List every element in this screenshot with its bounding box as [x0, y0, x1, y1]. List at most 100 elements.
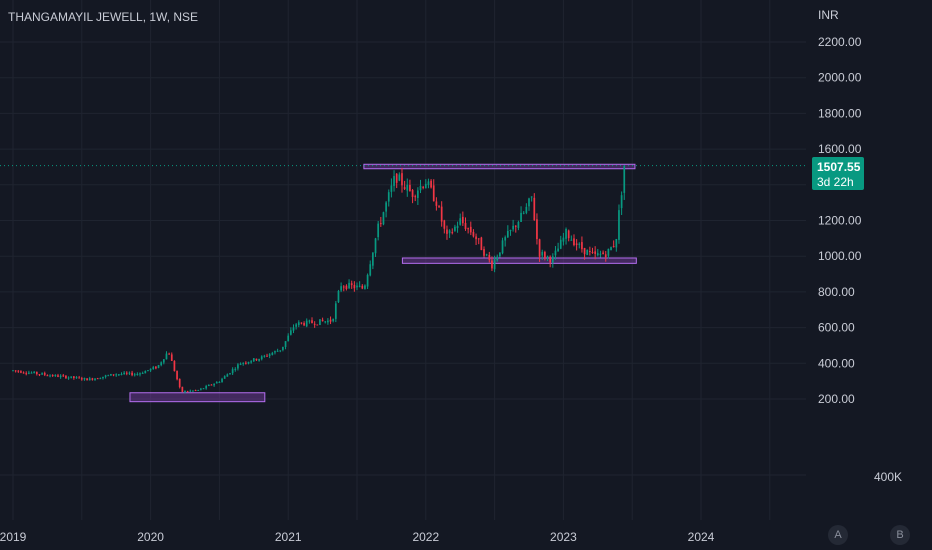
candle-body [252, 358, 255, 362]
candle-body [536, 219, 538, 240]
candle-body [578, 243, 581, 245]
log-scale-button[interactable]: B [890, 525, 910, 545]
auto-scale-button[interactable]: A [828, 525, 848, 545]
candle-body [493, 259, 496, 270]
candle-body [504, 237, 507, 241]
candle-body [168, 353, 170, 355]
candle-body [162, 359, 165, 363]
candle-body [305, 320, 308, 327]
candle-body [17, 370, 20, 372]
candle-body [356, 285, 358, 288]
candle-body [342, 286, 345, 288]
candle-body [155, 366, 157, 369]
candle-body [570, 239, 573, 241]
candle-body [260, 356, 263, 360]
x-tick-label: 2021 [275, 530, 302, 544]
y-tick-label: 400.00 [818, 356, 855, 370]
x-tick-label: 2023 [550, 530, 577, 544]
candle-body [557, 248, 559, 252]
volume-scale-label: 400K [874, 470, 903, 484]
candle-body [443, 220, 446, 229]
candle-body [186, 391, 189, 393]
y-tick-label: 1600.00 [818, 142, 862, 156]
candle-body [406, 184, 409, 191]
candle-body [242, 362, 245, 364]
candle-body [289, 330, 292, 335]
y-tick-label: 200.00 [818, 392, 855, 406]
candle-body [205, 385, 208, 389]
candle-body [525, 206, 528, 213]
candle-body [131, 372, 133, 376]
candle-body [435, 201, 438, 206]
candle-body [417, 190, 419, 198]
candle-body [200, 388, 202, 390]
candle-body [107, 375, 110, 377]
candle-body [295, 324, 297, 327]
candle-body [509, 229, 512, 231]
candle-body [454, 226, 456, 231]
candle-body [414, 196, 417, 198]
candle-body [181, 386, 184, 392]
candle-body [152, 367, 155, 370]
candle-body [229, 373, 231, 375]
y-tick-label: 600.00 [818, 321, 855, 335]
candle-body [149, 368, 152, 371]
candle-body [424, 183, 427, 189]
candle-body [332, 318, 335, 322]
candle-body [20, 371, 22, 373]
candle-body [38, 374, 41, 376]
candle-body [464, 222, 467, 229]
candle-body [528, 198, 530, 207]
candle-body [120, 374, 123, 376]
candle-body [544, 252, 546, 259]
candle-body [88, 378, 91, 381]
y-tick-label: 1200.00 [818, 214, 862, 228]
x-tick-label: 2022 [412, 530, 439, 544]
candle-body [115, 374, 118, 376]
candle-body [522, 212, 525, 214]
candle-body [554, 250, 557, 256]
candle-body [620, 195, 623, 209]
candle-body [43, 373, 46, 375]
candle-body [520, 212, 522, 222]
candle-body [12, 370, 14, 372]
candle-body [337, 290, 340, 303]
candle-body [567, 230, 570, 239]
candle-body [549, 256, 552, 263]
candle-body [165, 353, 168, 360]
candle-body [581, 242, 583, 250]
candle-body [112, 374, 115, 376]
candle-body [419, 185, 422, 191]
candle-body [456, 225, 459, 229]
candle-body [422, 186, 425, 188]
candle-body [475, 236, 477, 240]
candle-body [324, 321, 327, 323]
candle-body [133, 374, 136, 376]
candle-body [565, 228, 567, 239]
candle-body [385, 202, 387, 212]
candle-body [448, 230, 451, 234]
candle-body [189, 390, 192, 392]
candle-body [514, 225, 517, 227]
candle-body [562, 237, 565, 242]
support-resistance-zone [363, 163, 636, 170]
candle-body [215, 382, 218, 384]
candle-body [311, 320, 313, 324]
candle-body [282, 346, 284, 350]
candle-body [551, 256, 554, 263]
candle-body [274, 351, 276, 353]
support-resistance-zone [401, 257, 637, 264]
candle-body [136, 373, 139, 375]
candle-body [147, 370, 149, 372]
candle-body [501, 240, 504, 254]
candle-body [353, 284, 356, 289]
candle-body [602, 252, 604, 255]
candle-body [393, 176, 395, 186]
candle-body [266, 355, 268, 357]
candle-body [263, 355, 266, 357]
x-tick-label: 2020 [137, 530, 164, 544]
candle-body [300, 322, 303, 324]
candle-body [379, 223, 382, 225]
candle-body [398, 174, 401, 181]
